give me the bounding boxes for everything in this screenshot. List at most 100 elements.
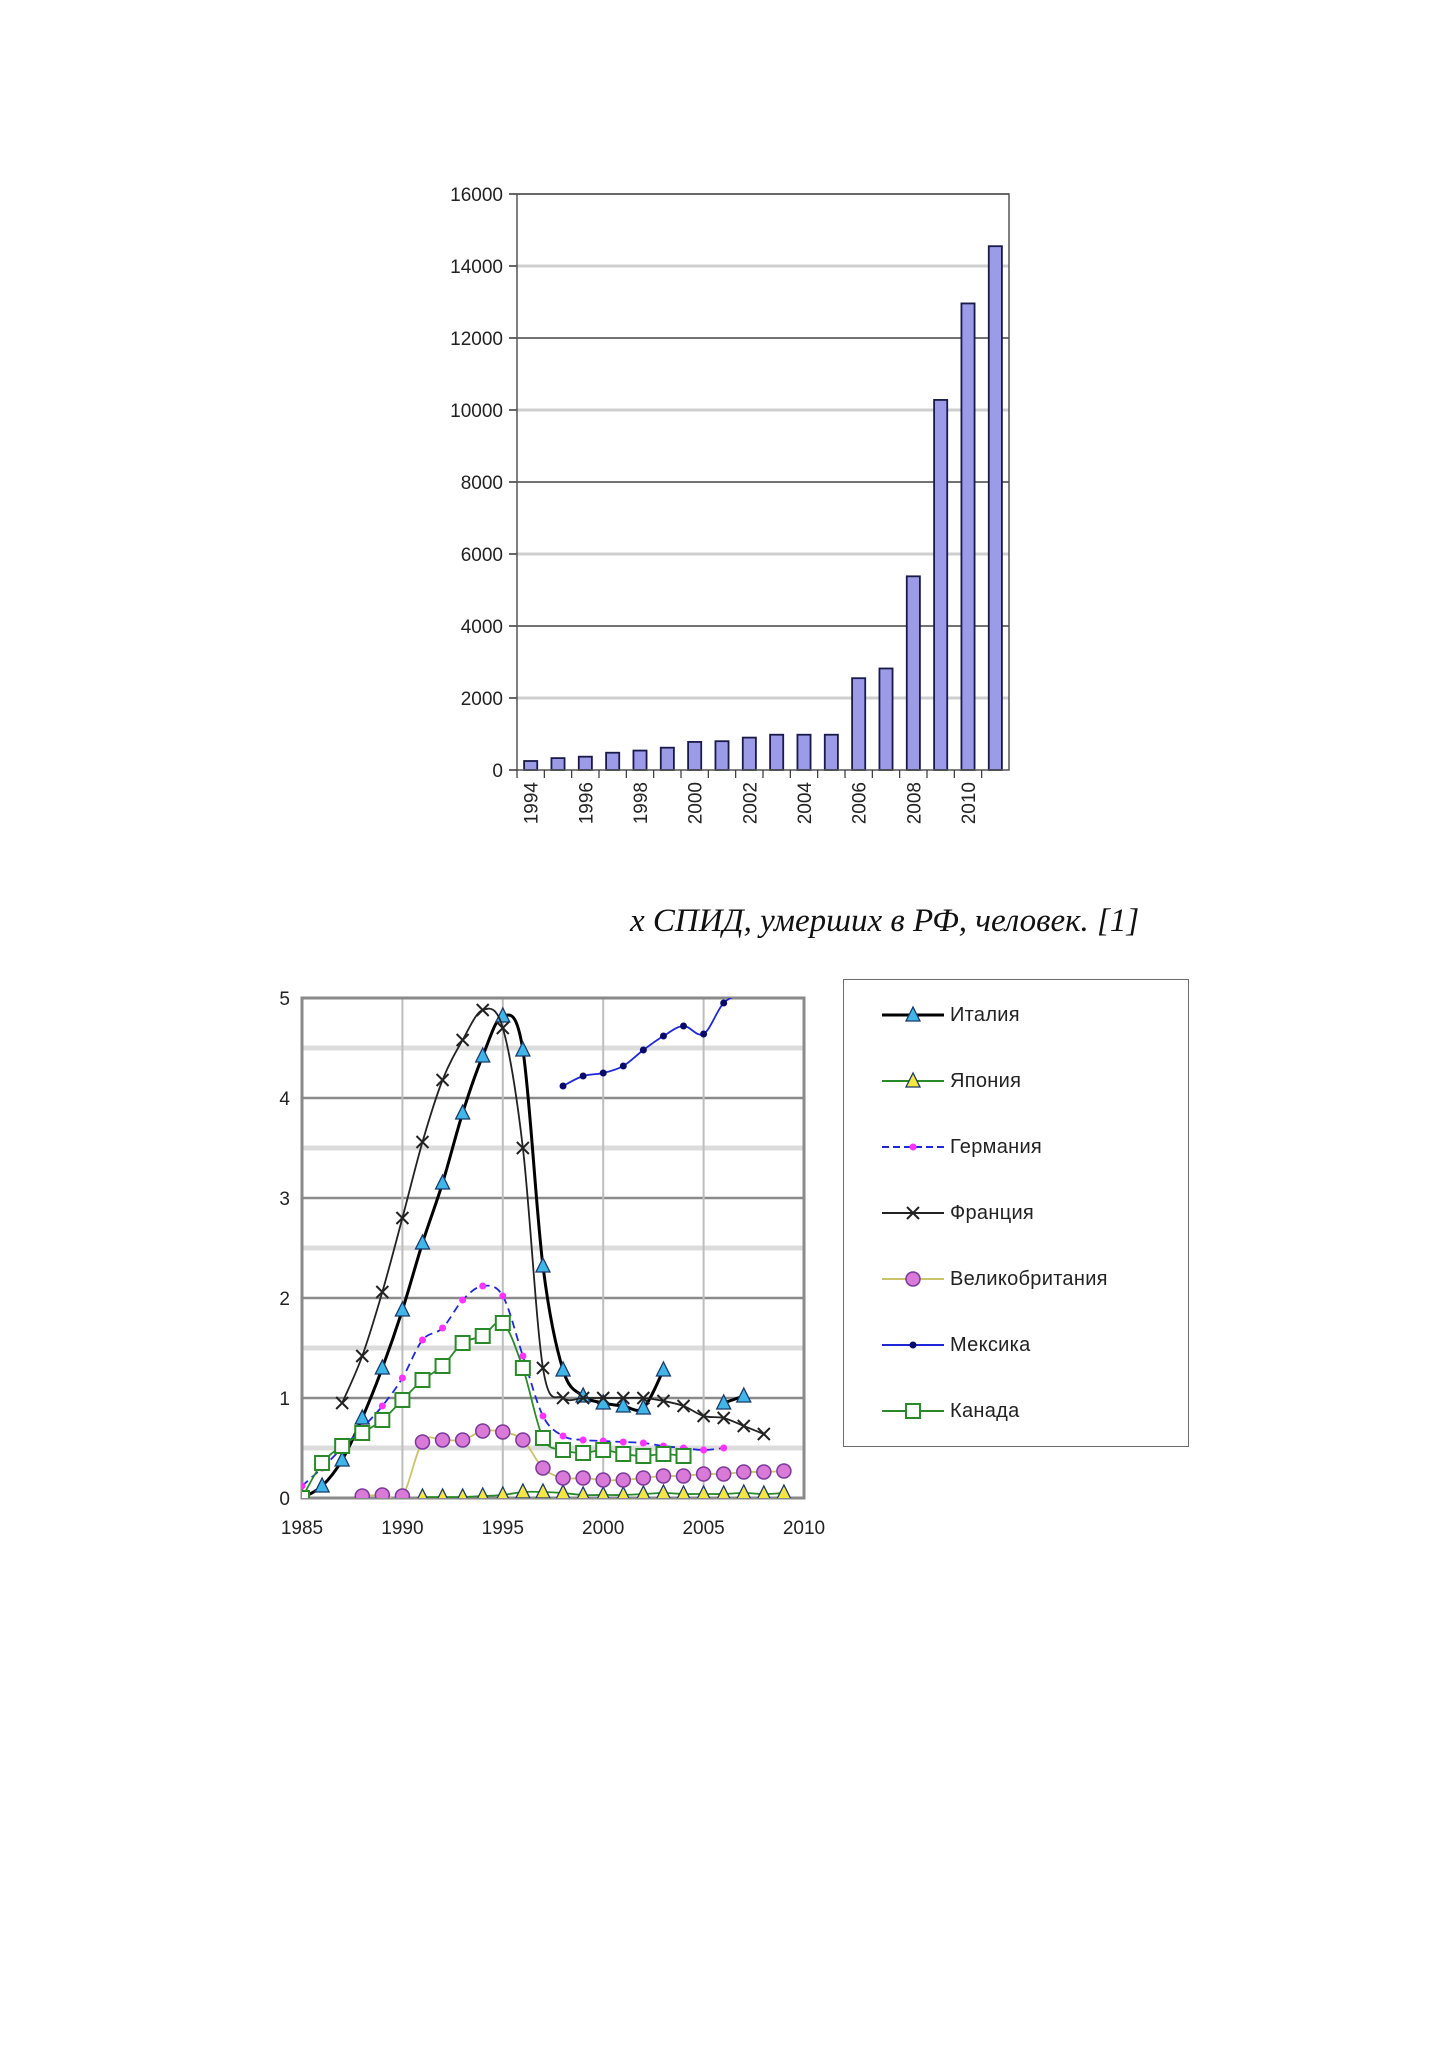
series-point-Италия bbox=[615, 1396, 632, 1413]
legend-label: Франция bbox=[950, 1201, 1035, 1224]
series-point-Франция bbox=[375, 1285, 390, 1299]
legend-item-Япония: Япония bbox=[880, 1066, 1021, 1096]
series-point-Франция bbox=[435, 1073, 450, 1087]
series-point-Германия bbox=[499, 1292, 507, 1300]
series-point-Япония bbox=[535, 1482, 551, 1498]
legend-label: Япония bbox=[950, 1069, 1022, 1092]
series-point-Япония bbox=[676, 1484, 691, 1498]
bar-y-tick-label: 10000 bbox=[450, 401, 503, 422]
series-point-Германия bbox=[459, 1296, 467, 1304]
legend-marker bbox=[905, 1403, 921, 1419]
series-point-Франция bbox=[656, 1394, 671, 1408]
line-chart-y-tick-labels: 0 1 2 3 4 5 bbox=[279, 989, 290, 1510]
series-point-Канада bbox=[454, 1335, 471, 1351]
series-point-Япония bbox=[555, 1483, 571, 1498]
series-Канада bbox=[302, 1315, 692, 1498]
series-point-Италия bbox=[354, 1408, 371, 1425]
series-point-Италия bbox=[534, 1256, 552, 1273]
legend-marker bbox=[906, 1206, 920, 1220]
series-point-Великобритания bbox=[354, 1488, 370, 1498]
series-point-Италия bbox=[635, 1398, 652, 1415]
series-point-Великобритания bbox=[515, 1432, 531, 1448]
series-point-Франция bbox=[556, 1391, 570, 1405]
series-point-Япония bbox=[757, 1484, 771, 1498]
legend-marker bbox=[909, 1143, 917, 1151]
bar-y-tick-label: 6000 bbox=[461, 545, 503, 566]
series-point-Япония bbox=[636, 1484, 651, 1498]
series-point-Великобритания bbox=[695, 1466, 712, 1482]
series-point-Канада bbox=[414, 1372, 431, 1388]
bar-chart-x-tick-labels: 1994 1996 1998 2000 2002 2004 2006 2008 2010 bbox=[522, 782, 980, 825]
series-point-Япония bbox=[696, 1484, 711, 1498]
series-point-Германия bbox=[519, 1352, 527, 1360]
bar-x-tick-label-2002: 2002 bbox=[740, 782, 761, 824]
series-point-Италия bbox=[334, 1450, 351, 1467]
bar-chart-bars bbox=[523, 245, 1003, 771]
series-point-Канада bbox=[575, 1445, 592, 1461]
series-point-Япония bbox=[576, 1485, 590, 1498]
line-y-tick-label: 4 bbox=[279, 1089, 290, 1110]
series-point-Германия bbox=[720, 1444, 728, 1452]
bar-y-tick-label: 4000 bbox=[461, 617, 503, 638]
series-point-Германия bbox=[579, 1436, 587, 1444]
series-point-Канада bbox=[474, 1328, 491, 1344]
series-point-Германия bbox=[539, 1412, 547, 1420]
legend-item-Канада: Канада bbox=[880, 1396, 1020, 1426]
series-point-Италия bbox=[735, 1386, 752, 1403]
series-point-Великобритания bbox=[414, 1434, 431, 1450]
series-point-Великобритания bbox=[675, 1468, 692, 1484]
series-point-Италия bbox=[314, 1476, 331, 1493]
legend-label: Италия bbox=[950, 1003, 1020, 1026]
legend-label: Великобритания bbox=[950, 1267, 1108, 1290]
bar-y-tick-label: 8000 bbox=[461, 473, 503, 494]
line-y-tick-label: 3 bbox=[279, 1189, 290, 1210]
series-point-Италия bbox=[454, 1103, 471, 1120]
bar-chart-y-tick-labels: 0 2000 4000 6000 8000 10000 12000 14000 16000 bbox=[450, 185, 503, 782]
legend-swatch-Канада bbox=[882, 1403, 944, 1419]
series-point-Канада bbox=[354, 1425, 371, 1441]
bar-chart-axes bbox=[509, 193, 1010, 778]
bar-x-tick-label-2008: 2008 bbox=[904, 782, 925, 824]
legend-swatch-Германия bbox=[882, 1143, 944, 1151]
legend-swatch-Мексика bbox=[882, 1341, 944, 1349]
legend-marker bbox=[904, 1005, 922, 1022]
series-Япония bbox=[417, 1482, 792, 1498]
series-point-Великобритания bbox=[595, 1472, 611, 1488]
line-x-tick-label: 2000 bbox=[582, 1518, 624, 1539]
series-point-Франция bbox=[676, 1399, 691, 1413]
series-point-Канада bbox=[434, 1358, 451, 1374]
series-point-Япония bbox=[716, 1484, 731, 1498]
line-x-tick-label: 1995 bbox=[482, 1518, 524, 1539]
series-point-Канада bbox=[302, 1490, 310, 1498]
series-Великобритания bbox=[354, 1423, 792, 1498]
series-point-Франция bbox=[636, 1391, 651, 1405]
series-point-Япония bbox=[617, 1485, 630, 1498]
series-point-Франция bbox=[576, 1391, 590, 1405]
series-point-Великобритания bbox=[374, 1487, 391, 1498]
series-point-Великобритания bbox=[495, 1424, 511, 1440]
series-line-Франция bbox=[341, 1007, 765, 1435]
series-point-Великобритания bbox=[756, 1464, 772, 1480]
bar-y-tick-label: 16000 bbox=[450, 185, 503, 206]
legend-swatch-Япония bbox=[882, 1071, 944, 1088]
series-point-Франция bbox=[737, 1419, 751, 1433]
series-Италия bbox=[302, 1006, 752, 1498]
series-point-Мексика bbox=[680, 1022, 688, 1030]
series-point-Германия bbox=[700, 1446, 708, 1454]
series-point-Франция bbox=[596, 1391, 610, 1405]
bar-x-tick-label-1998: 1998 bbox=[631, 782, 652, 824]
line-y-tick-label: 1 bbox=[279, 1389, 290, 1410]
series-point-Германия bbox=[619, 1438, 627, 1446]
series-line-Великобритания bbox=[362, 1429, 784, 1498]
series-point-Германия bbox=[559, 1432, 567, 1440]
series-point-Япония bbox=[437, 1487, 448, 1498]
series-point-Япония bbox=[736, 1483, 751, 1498]
series-point-Великобритания bbox=[776, 1463, 792, 1479]
legend-item-Германия: Германия bbox=[880, 1132, 1042, 1162]
series-point-Великобритания bbox=[474, 1423, 491, 1439]
series-point-Италия bbox=[374, 1358, 391, 1375]
series-point-Италия bbox=[394, 1300, 411, 1317]
series-point-Германия bbox=[418, 1336, 426, 1344]
